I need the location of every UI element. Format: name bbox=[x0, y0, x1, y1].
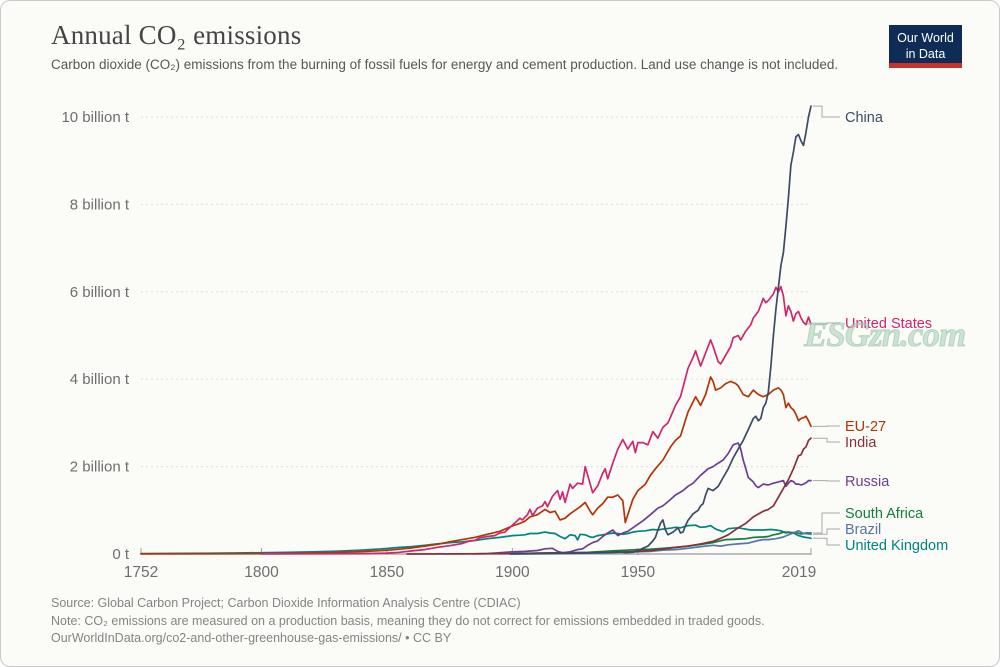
series-line-eu-27 bbox=[140, 376, 812, 555]
legend-connector-china bbox=[813, 105, 840, 118]
owid-logo-line1: Our World bbox=[897, 30, 954, 45]
x-tick-label: 1752 bbox=[124, 564, 158, 581]
legend-connector-united-states bbox=[813, 322, 840, 325]
legend-connector-united-kingdom bbox=[813, 537, 840, 546]
y-tick-label: 6 billion t bbox=[70, 284, 130, 301]
x-tick-label: 1900 bbox=[495, 564, 530, 581]
url-line: OurWorldInData.org/co2-and-other-greenho… bbox=[51, 631, 452, 645]
x-tick-label: 2019 bbox=[782, 564, 816, 581]
series-label-india: India bbox=[845, 435, 877, 451]
y-tick-label: 2 billion t bbox=[70, 459, 130, 476]
y-tick-label: 8 billion t bbox=[70, 196, 130, 213]
legend-connector-brazil bbox=[813, 528, 840, 535]
x-tick-label: 1850 bbox=[370, 564, 405, 581]
note-line: Note: CO₂ emissions are measured on a pr… bbox=[51, 613, 765, 628]
legend-connector-india bbox=[813, 437, 840, 443]
owid-logo-red-bar bbox=[889, 63, 962, 68]
owid-logo: Our World in Data bbox=[889, 25, 962, 68]
page-title: Annual CO₂ emissions bbox=[51, 20, 302, 50]
legend-connector-south-africa bbox=[813, 512, 840, 534]
y-tick-label: 4 billion t bbox=[70, 371, 130, 388]
series-label-united-states: United States bbox=[845, 316, 932, 332]
series-label-eu-27: EU-27 bbox=[845, 419, 886, 435]
series-line-united-kingdom bbox=[140, 524, 812, 555]
series-line-brazil bbox=[514, 529, 812, 555]
x-tick-label: 1800 bbox=[244, 564, 279, 581]
y-tick-label: 0 t bbox=[112, 546, 130, 563]
series-line-china bbox=[509, 105, 812, 555]
series-line-russia bbox=[473, 442, 812, 555]
chart-footer: Source: Global Carbon Project; Carbon Di… bbox=[51, 595, 961, 648]
series-line-united-states bbox=[260, 285, 812, 555]
series-label-south-africa: South Africa bbox=[845, 506, 924, 522]
series-label-russia: Russia bbox=[845, 474, 890, 490]
series-label-united-kingdom: United Kingdom bbox=[845, 538, 948, 554]
series-label-brazil: Brazil bbox=[845, 522, 881, 538]
owid-logo-line2: in Data bbox=[905, 46, 946, 61]
series-line-india bbox=[406, 437, 812, 555]
source-line: Source: Global Carbon Project; Carbon Di… bbox=[51, 596, 521, 610]
series-line-south-africa bbox=[471, 531, 812, 555]
series-label-china: China bbox=[845, 110, 884, 126]
x-tick-label: 1950 bbox=[621, 564, 656, 581]
y-tick-label: 10 billion t bbox=[61, 109, 129, 126]
chart-subtitle: Carbon dioxide (CO₂) emissions from the … bbox=[51, 57, 839, 72]
